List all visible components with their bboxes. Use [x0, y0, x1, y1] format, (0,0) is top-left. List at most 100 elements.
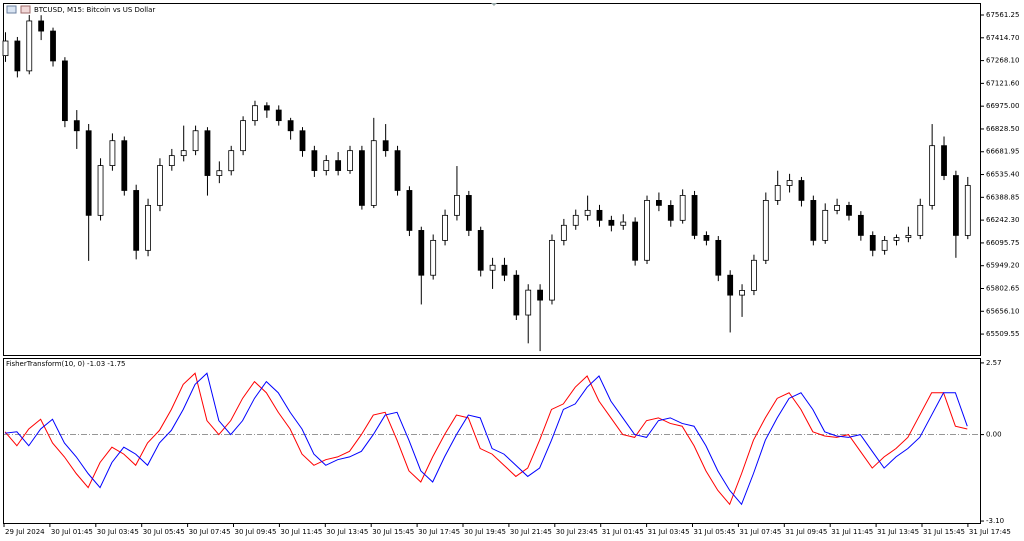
y-tick-label: 67414.70	[986, 34, 1019, 42]
x-tick-label: 30 Jul 21:45	[510, 528, 552, 536]
candle-body	[881, 239, 888, 251]
shift-marker	[491, 3, 497, 6]
candle-body	[691, 195, 698, 236]
candle-body	[62, 60, 68, 122]
y-tick-label: 67268.10	[986, 57, 1019, 65]
candle-body	[335, 160, 342, 171]
candle-body	[311, 150, 318, 171]
candle-body	[560, 224, 567, 241]
x-tick-label: 31 Jul 13:45	[877, 528, 919, 536]
x-tick-label: 30 Jul 05:45	[143, 528, 185, 536]
candle-body	[145, 204, 151, 251]
candle-body	[14, 40, 21, 72]
y-tick-label: 0.00	[986, 431, 1002, 439]
x-tick-label: 30 Jul 09:45	[235, 528, 277, 536]
candle-body	[73, 120, 80, 132]
indicator-line	[4, 372, 968, 506]
x-tick-label: 30 Jul 11:45	[280, 528, 322, 536]
symbol-icon	[6, 5, 17, 14]
y-tick-label: 66095.75	[986, 239, 1019, 247]
candle-body	[204, 130, 211, 176]
candle-body	[834, 204, 840, 211]
x-tick-label: 30 Jul 13:45	[326, 528, 368, 536]
candle-body	[85, 130, 92, 216]
y-tick-label: 66242.30	[986, 216, 1019, 224]
candle-body	[2, 40, 9, 57]
symbol-icon	[20, 5, 31, 14]
x-tick-label: 29 Jul 2024	[5, 528, 45, 536]
candle-body	[620, 221, 627, 226]
candle-body	[905, 235, 912, 238]
candle-body	[240, 120, 247, 152]
candle-body	[228, 150, 235, 172]
y-tick-label: 66828.50	[986, 125, 1019, 133]
y-tick-label: 65949.20	[986, 262, 1019, 270]
candle-body	[323, 160, 330, 171]
y-tick-label: 65656.10	[986, 307, 1019, 315]
candle-body	[656, 200, 662, 206]
candle-body	[644, 200, 650, 261]
x-tick-label: 30 Jul 19:45	[464, 528, 506, 536]
candle-body	[893, 237, 900, 241]
candle-body	[252, 105, 258, 122]
candle-body	[406, 190, 413, 231]
candle-body	[774, 185, 781, 201]
candle-body	[394, 150, 401, 191]
candle-body	[869, 235, 876, 251]
candle-body	[168, 155, 175, 166]
candle-body	[537, 289, 543, 301]
x-tick-label: 31 Jul 05:45	[694, 528, 736, 536]
candle-body	[418, 230, 425, 276]
candle-body	[180, 150, 187, 157]
x-tick-label: 30 Jul 07:45	[189, 528, 231, 536]
y-tick-label: 67561.25	[986, 11, 1019, 19]
y-tick-label: 2.57	[986, 359, 1002, 367]
x-tick-label: 30 Jul 01:45	[51, 528, 93, 536]
candle-body	[525, 289, 532, 316]
candle-body	[929, 145, 936, 206]
candle-body	[275, 109, 282, 122]
candle-body	[941, 145, 947, 176]
candle-body	[430, 239, 437, 276]
y-tick-label: 66681.95	[986, 148, 1019, 156]
candle-body	[121, 140, 128, 191]
x-tick-label: 31 Jul 09:45	[785, 528, 827, 536]
y-tick-label: -3.10	[986, 517, 1004, 525]
candle-body	[287, 120, 294, 132]
candle-body	[679, 195, 686, 221]
candle-body	[513, 274, 520, 316]
candle-body	[477, 230, 484, 271]
candle-body	[822, 209, 829, 241]
candle-body	[192, 130, 199, 152]
candle-body	[442, 214, 448, 241]
candle-body	[739, 290, 745, 296]
candle-body	[454, 195, 460, 216]
candle-body	[370, 140, 377, 206]
candle-body	[157, 165, 163, 206]
candle-body	[703, 235, 710, 241]
candle-body	[608, 219, 615, 226]
candle-body	[216, 170, 223, 176]
candle-body	[358, 150, 365, 206]
candle-body	[917, 204, 924, 236]
y-tick-label: 65509.55	[986, 330, 1019, 338]
x-tick-label: 31 Jul 03:45	[648, 528, 690, 536]
candle-body	[26, 20, 33, 72]
y-tick-label: 66975.00	[986, 102, 1019, 110]
candle-body	[50, 30, 56, 62]
candle-body	[347, 150, 353, 171]
x-tick-label: 31 Jul 01:45	[602, 528, 644, 536]
candle-body	[97, 165, 104, 216]
candle-body	[465, 195, 472, 231]
x-tick-label: 30 Jul 23:45	[556, 528, 598, 536]
indicator-frame	[3, 358, 981, 524]
candle-body	[596, 209, 603, 221]
candle-body	[857, 214, 864, 236]
candle-body	[715, 239, 722, 276]
x-tick-label: 31 Jul 17:45	[969, 528, 1011, 536]
candle-body	[786, 180, 793, 186]
candle-body	[751, 259, 757, 291]
candle-body	[632, 221, 639, 261]
